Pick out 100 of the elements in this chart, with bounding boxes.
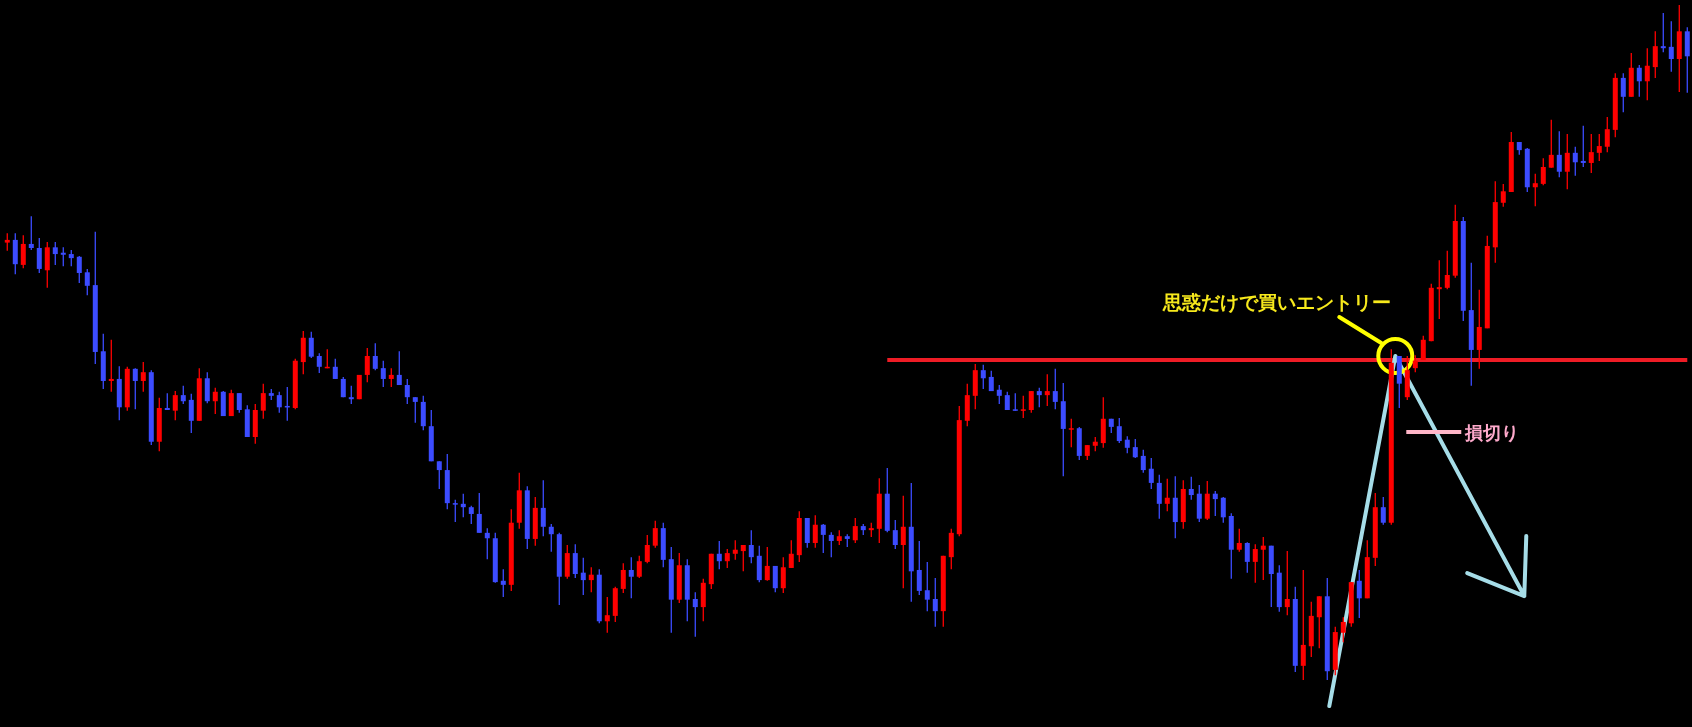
candlestick	[548, 523, 554, 553]
candlestick	[588, 566, 594, 593]
candlestick	[212, 387, 218, 415]
candlestick	[1260, 536, 1266, 581]
annotation: 思惑だけで買いエントリー	[1163, 291, 1392, 314]
candlestick	[1548, 119, 1554, 169]
candlestick	[748, 529, 754, 564]
candlestick	[436, 460, 442, 490]
candlestick	[740, 544, 746, 572]
candlestick	[1340, 616, 1346, 643]
candlestick	[764, 546, 770, 582]
candlestick	[308, 331, 314, 359]
candlestick	[892, 519, 898, 550]
candlestick	[404, 378, 410, 405]
candlestick	[1476, 289, 1482, 370]
candlestick	[276, 391, 282, 414]
candlestick	[1068, 418, 1074, 448]
candlestick	[44, 241, 50, 289]
candlestick	[1572, 146, 1578, 177]
candlestick	[396, 350, 402, 386]
candlestick	[84, 268, 90, 296]
candlestick	[1580, 125, 1586, 168]
candlestick	[620, 562, 626, 594]
candlestick	[980, 364, 986, 390]
candlestick	[1132, 438, 1138, 459]
candlestick	[628, 556, 634, 599]
candlestick	[476, 492, 482, 534]
candlestick	[132, 367, 138, 410]
candlestick	[692, 591, 698, 638]
candlestick	[36, 237, 42, 274]
candlestick	[812, 514, 818, 549]
candlestick	[316, 352, 322, 374]
candlestick	[500, 568, 506, 598]
candlestick	[644, 534, 650, 564]
candlestick	[900, 495, 906, 589]
candlestick	[108, 339, 114, 393]
candlestick	[1500, 183, 1506, 208]
candlestick	[1052, 368, 1058, 410]
candlestick	[788, 539, 794, 569]
candlestick	[1284, 550, 1290, 616]
candlestick	[468, 505, 474, 525]
candlestick	[180, 385, 186, 405]
candlestick	[332, 358, 338, 380]
candlestick	[452, 499, 458, 523]
candlestick	[1036, 387, 1042, 408]
candlestick	[1020, 395, 1026, 419]
candlestick	[380, 360, 386, 388]
candlestick	[1028, 390, 1034, 414]
candlestick	[916, 540, 922, 596]
candlestick	[1236, 528, 1242, 553]
candlestick	[1116, 417, 1122, 444]
candlestick	[564, 544, 570, 580]
candlestick	[188, 393, 194, 434]
candlestick	[1252, 543, 1258, 584]
candlestick	[60, 246, 66, 267]
candlestick	[540, 479, 546, 537]
candlestick	[924, 561, 930, 612]
candlestick	[652, 520, 658, 549]
candlestick	[20, 234, 26, 269]
candlestick	[852, 517, 858, 544]
candlestick	[716, 540, 722, 570]
candlestick	[1644, 47, 1650, 101]
candlestick	[204, 371, 210, 404]
candlestick	[780, 556, 786, 594]
candlestick	[28, 215, 34, 251]
candlestick	[1300, 569, 1306, 681]
candlestick	[1044, 373, 1050, 407]
candlestick	[572, 543, 578, 579]
candlestick	[1532, 173, 1538, 207]
candlestick	[1556, 130, 1562, 178]
candlestick	[1316, 595, 1322, 649]
candlestick	[1540, 157, 1546, 186]
candlestick	[1244, 541, 1250, 574]
candlestick	[604, 596, 610, 634]
candlestick	[580, 557, 586, 596]
candlestick	[372, 342, 378, 371]
candlestick	[1636, 64, 1642, 98]
candlestick	[1356, 569, 1362, 619]
candlestick	[932, 577, 938, 628]
candlestick	[140, 361, 146, 393]
candlestick	[1668, 20, 1674, 73]
candlestick	[996, 384, 1002, 405]
candlestick	[1564, 133, 1570, 190]
candlestick	[260, 383, 266, 420]
candlestick	[1220, 496, 1226, 524]
candlestick	[388, 367, 394, 388]
candlestick	[1156, 474, 1162, 520]
candlestick	[1140, 449, 1146, 474]
candlestick	[1188, 476, 1194, 501]
candlestick	[364, 347, 370, 383]
candlestick	[412, 396, 418, 424]
candlestick	[828, 531, 834, 558]
candlestick	[1212, 490, 1218, 517]
candlestick	[1604, 116, 1610, 153]
candlestick	[1596, 133, 1602, 162]
candlestick	[732, 539, 738, 561]
candlestick	[1380, 496, 1386, 526]
candlestick	[236, 392, 242, 414]
candlestick	[1420, 335, 1426, 361]
candlestick	[484, 527, 490, 560]
